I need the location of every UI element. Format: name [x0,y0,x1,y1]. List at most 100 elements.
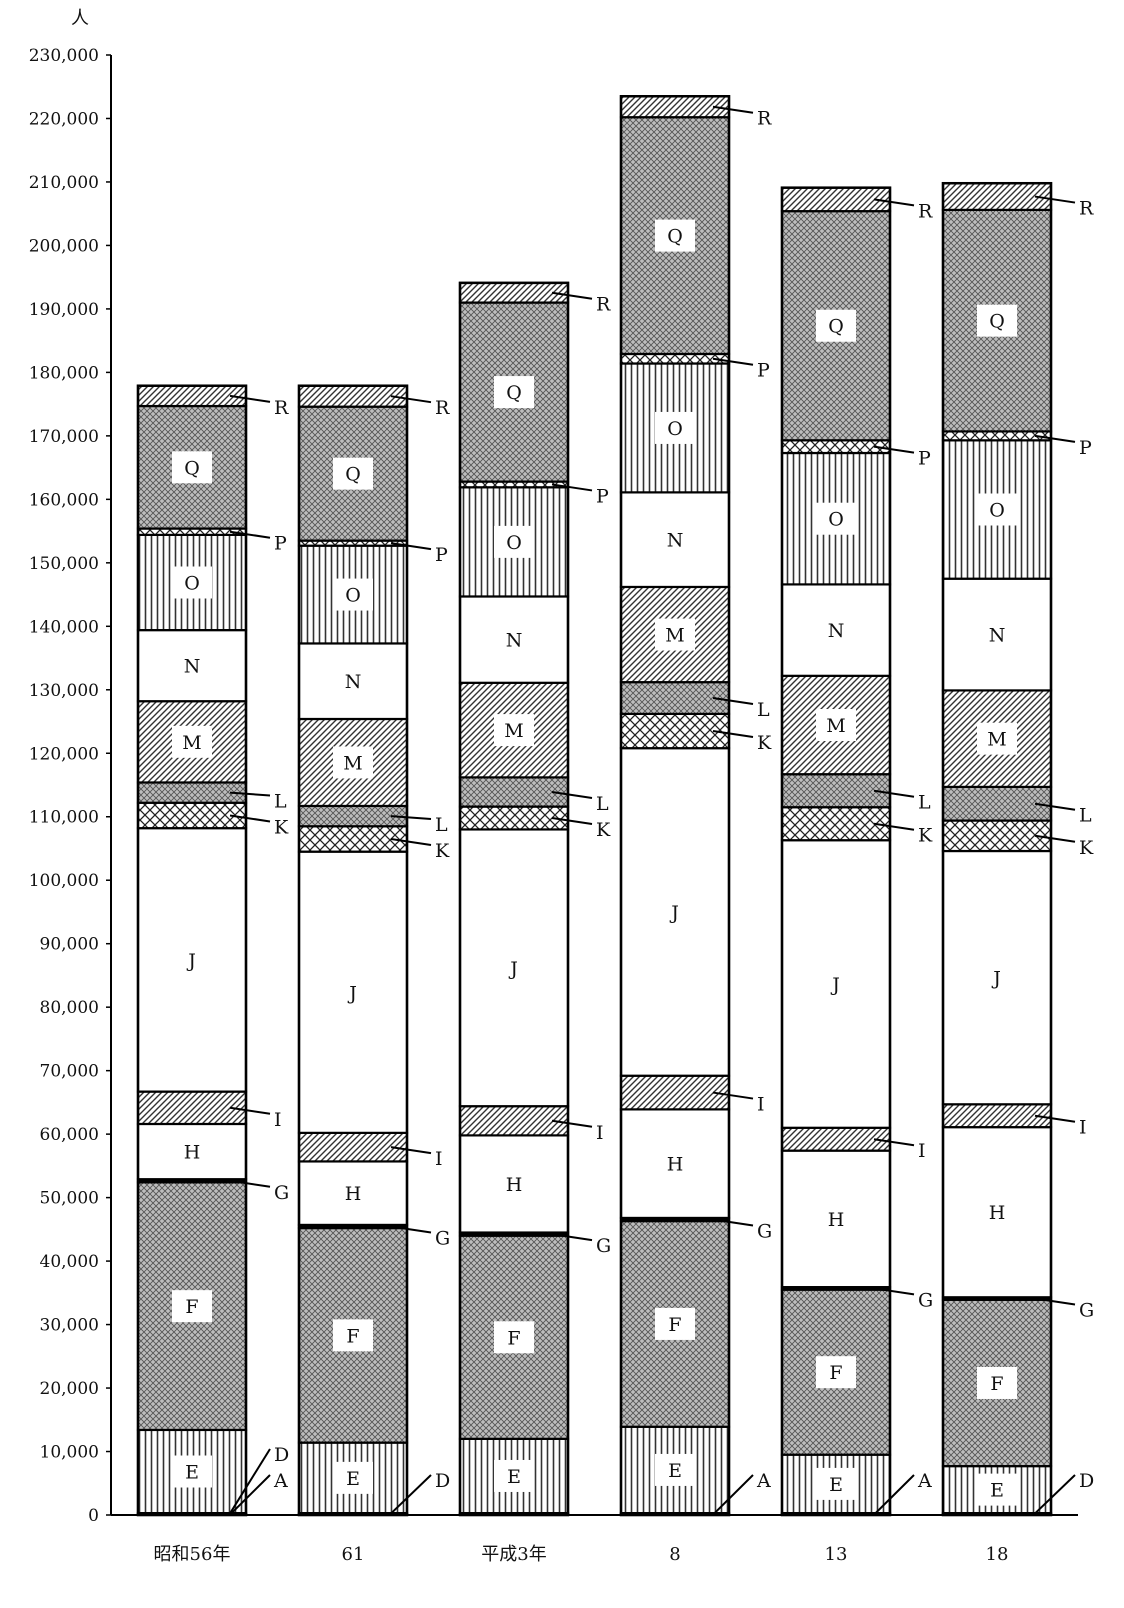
segment-label-box [977,1473,1017,1506]
segment-label-box [172,1135,212,1168]
leader-line [873,198,915,207]
y-tick-label: 200,000 [29,236,99,256]
segment-label-K: K [1079,837,1094,859]
bar-segment-R [780,186,892,213]
segment-label-box [494,1459,534,1492]
segment-label-N: N [667,530,684,552]
leader-line [229,394,271,403]
segment-label-K: K [918,825,933,847]
segment-label-box [977,1196,1017,1229]
leader-line [712,730,754,739]
leader-line [873,1287,915,1296]
segment-label-box [816,1467,856,1500]
segment-label-I: I [757,1094,765,1116]
bar-segment-R [458,281,570,304]
segment-label-box [172,1455,212,1488]
bar-segment-I [458,1105,570,1137]
bar-segment-K [458,805,570,831]
segment-label-M: M [343,752,362,774]
bar-segment-N [297,642,409,721]
segment-label-Q: Q [989,311,1005,333]
bar-segment-K [297,825,409,853]
leader-line [229,530,271,539]
segment-label-J: J [347,982,357,1004]
bar-segment-L [297,804,409,828]
bar-stack: E F H J M N O Q D G I KL P R [941,181,1094,1517]
leader-line [1034,1474,1076,1515]
segment-label-J: J [186,950,196,972]
segment-label-box [977,304,1017,337]
segment-label-J: J [508,958,518,980]
segment-label-box [333,1319,373,1352]
segment-label-A: A [273,1470,288,1492]
bar-segment-P [619,352,731,365]
y-tick-label: 120,000 [29,744,99,764]
leader-line [390,1474,432,1515]
segment-label-N: N [989,625,1006,647]
segment-label-H: H [184,1142,201,1164]
segment-label-box [172,566,212,599]
segment-label-D: D [1079,1470,1094,1492]
segment-label-box [172,451,212,484]
y-tick-label: 10,000 [40,1443,99,1463]
bar-segment-K [136,801,248,830]
y-tick-label: 210,000 [29,173,99,193]
segment-label-P: P [757,360,770,382]
segment-label-G: G [918,1289,933,1311]
y-tick-label: 70,000 [40,1062,99,1082]
leader-line [873,822,915,831]
bar-segment-J [297,850,409,1134]
segment-label-L: L [1079,805,1092,827]
segment-label-box [172,1290,212,1323]
segment-label-box [655,618,695,651]
bar-stack: E F H J M N O Q A G I KL P R [780,186,933,1517]
y-tick-label: 130,000 [29,681,99,701]
y-tick-label: 180,000 [29,363,99,383]
bar-stack: E F H J M N O Q D G I KL P R [297,384,450,1517]
y-tick-label: 20,000 [40,1379,99,1399]
bar-segment-L [136,781,248,804]
segment-label-box [494,376,534,409]
segment-label-Q: Q [184,457,200,479]
segment-label-box [172,725,212,758]
bar-segment-P [780,439,892,455]
segment-label-box [655,1307,695,1340]
segment-label-box [977,493,1017,526]
segment-label-H: H [667,1154,684,1176]
segment-label-Q: Q [667,226,683,248]
bar-stack: E F H J M N O Q G I KL P R [458,281,611,1517]
segment-label-F: F [990,1373,1003,1395]
bar-segment-I [941,1103,1053,1129]
segment-label-M: M [182,732,201,754]
segment-label-I: I [274,1109,282,1131]
segment-label-box [816,1356,856,1389]
leader-line [1034,1297,1076,1306]
segment-label-R: R [1079,198,1094,220]
segment-label-box [655,411,695,444]
leader-line [229,791,271,797]
y-tick-label: 50,000 [40,1189,99,1209]
leader-line [712,105,754,114]
segment-label-H: H [506,1174,523,1196]
segment-label-O: O [345,585,361,607]
bar-segment-N [458,595,570,684]
segment-label-M: M [504,720,523,742]
segment-label-R: R [918,200,933,222]
bar-stack: E F H J M N O Q AD G I KL P R [136,384,289,1517]
segment-label-M: M [665,625,684,647]
leader-line [1034,434,1076,443]
leader-line [712,1218,754,1227]
segment-label-box [494,525,534,558]
segment-label-J: J [830,974,840,996]
leader-line [873,1474,915,1516]
bar-segment-P [941,430,1053,442]
segment-label-O: O [667,418,683,440]
segment-label-box [655,1453,695,1486]
y-tick-label: 80,000 [40,998,99,1018]
leader-line [551,1233,593,1242]
segment-label-O: O [506,532,522,554]
segment-label-box [977,1366,1017,1399]
segment-label-box [333,746,373,779]
segment-label-box [655,219,695,252]
segment-label-F: F [829,1362,842,1384]
